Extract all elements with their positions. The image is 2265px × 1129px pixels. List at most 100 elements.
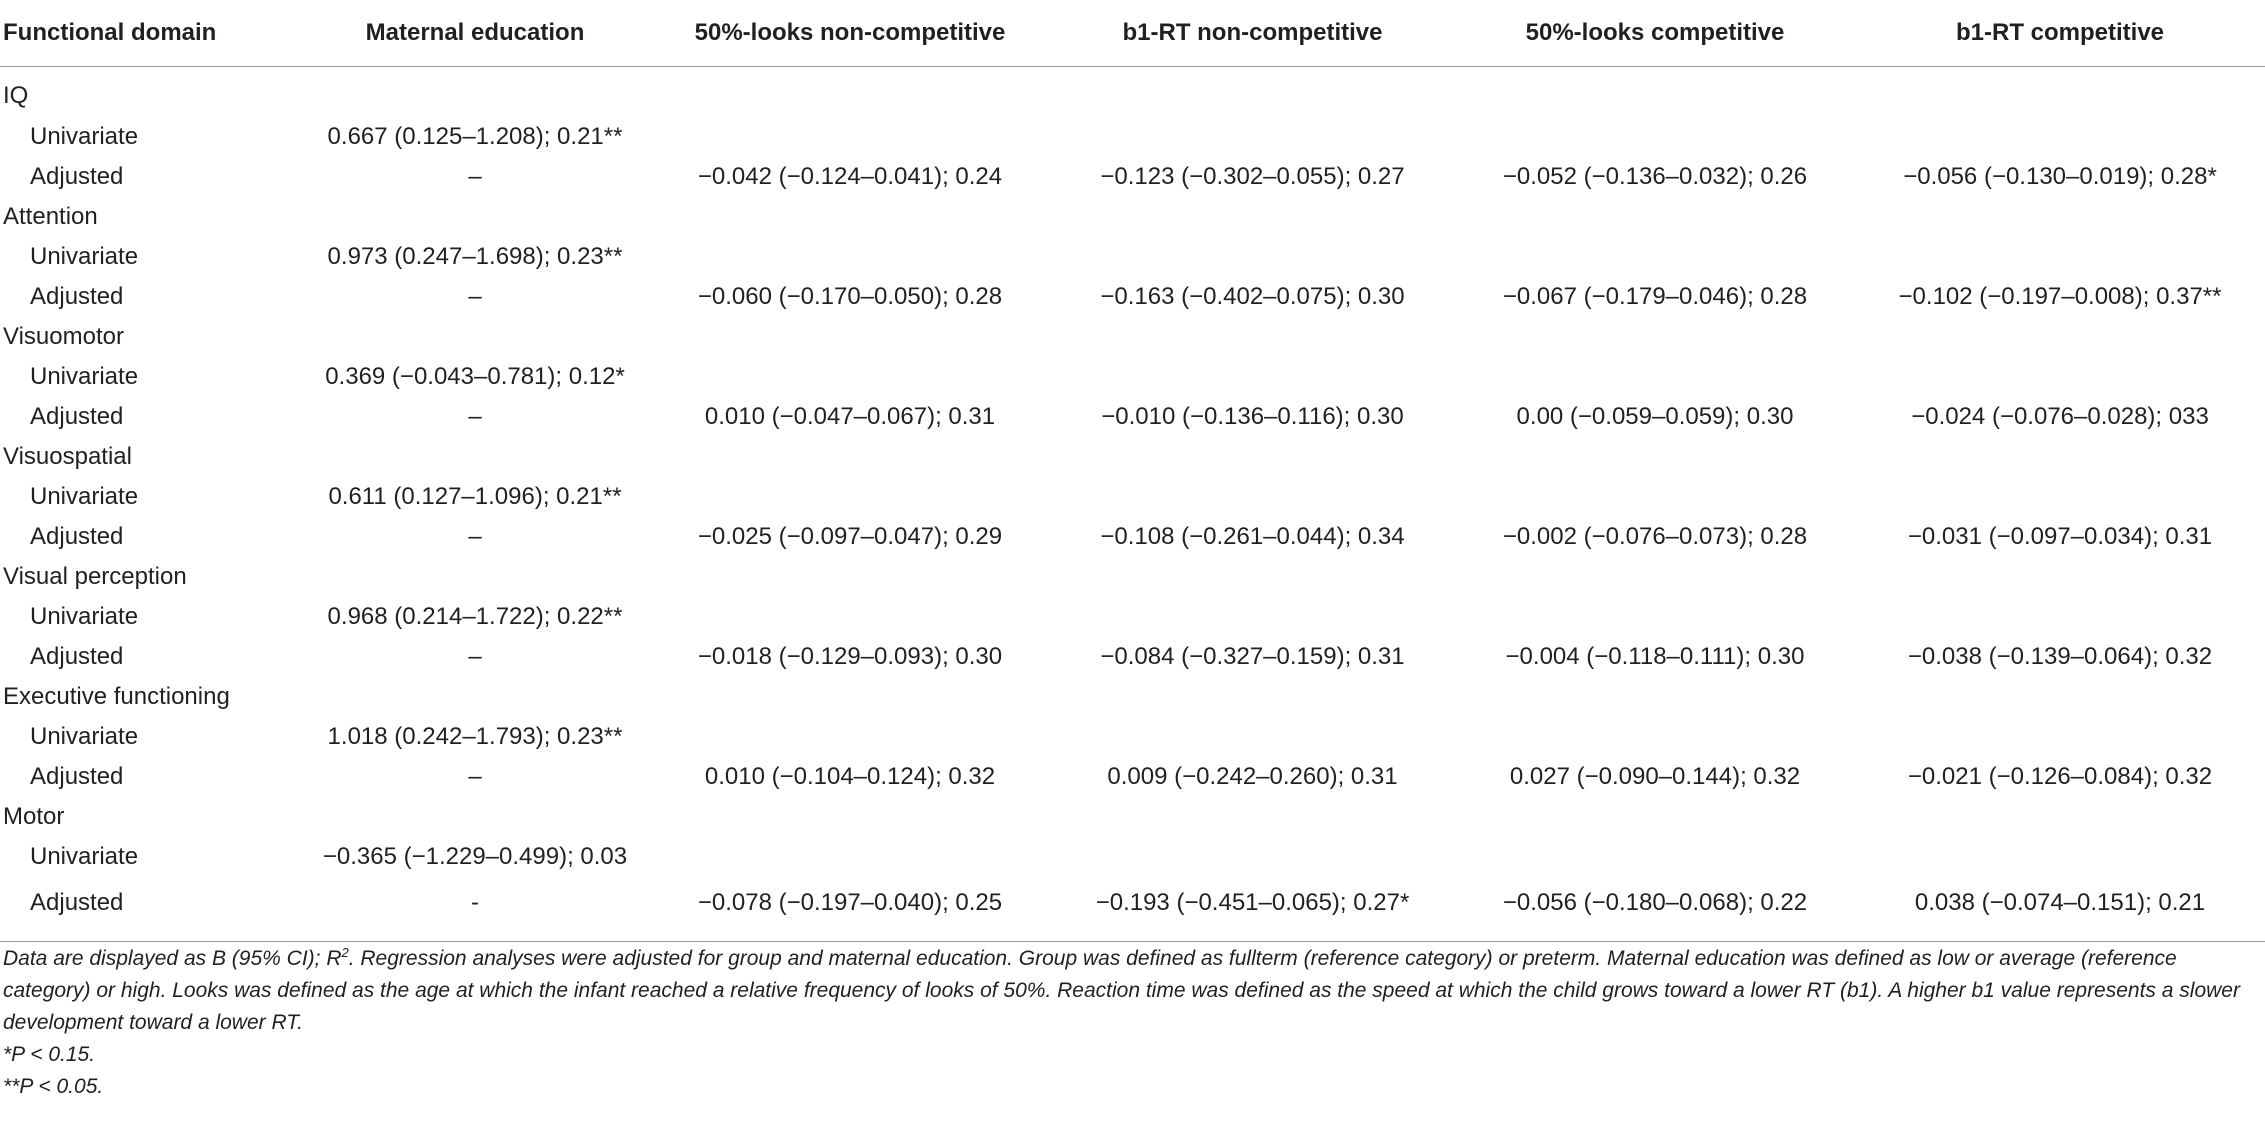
cell-maternal-education: 0.667 (0.125–1.208); 0.21**: [327, 123, 623, 150]
cell-functional-domain: Univariate: [30, 723, 139, 750]
cell-rt-non-competitive: [1050, 717, 1455, 757]
cell-rt-non-competitive: [1050, 557, 1455, 597]
cell-maternal-education: –: [468, 283, 482, 310]
cell-rt-competitive: [1855, 317, 2265, 357]
cell-maternal-education: –: [468, 403, 482, 430]
header-rt-non-competitive: b1-RT non-competitive: [1050, 0, 1455, 67]
cell-rt-non-competitive: −0.123 (−0.302–0.055); 0.27: [1100, 163, 1405, 190]
cell-looks-competitive: [1455, 237, 1855, 277]
cell-rt-non-competitive: −0.108 (−0.261–0.044); 0.34: [1100, 523, 1405, 550]
cell-rt-competitive: [1855, 357, 2265, 397]
table-row-domain: Visuomotor: [0, 317, 2265, 357]
cell-functional-domain: Adjusted: [30, 163, 124, 190]
table-row: Univariate 0.968 (0.214–1.722); 0.22**: [0, 597, 2265, 637]
cell-rt-competitive: [1855, 477, 2265, 517]
cell-functional-domain: Adjusted: [0, 877, 300, 942]
cell-rt-competitive: 0.038 (−0.074–0.151); 0.21: [1855, 877, 2265, 942]
cell-maternal-education: [300, 197, 650, 237]
cell-maternal-education: [300, 317, 650, 357]
table-header: Functional domain Maternal education 50%…: [0, 0, 2265, 67]
cell-looks-competitive: −0.002 (−0.076–0.073); 0.28: [1502, 523, 1808, 550]
cell-rt-competitive: −0.021 (−0.126–0.084); 0.32: [1907, 763, 2213, 790]
cell-looks-competitive: [1455, 797, 1855, 837]
cell-maternal-education: 1.018 (0.242–1.793); 0.23**: [327, 723, 623, 750]
cell-looks-non-competitive: [650, 677, 1050, 717]
cell-rt-non-competitive: −0.010 (−0.136–0.116); 0.30: [1101, 403, 1404, 430]
cell-looks-competitive: [1455, 557, 1855, 597]
cell-maternal-education: 0.611 (0.127–1.096); 0.21**: [328, 483, 622, 510]
cell-maternal-education: [300, 437, 650, 477]
table-row: Adjusted – −0.025 (−0.097–0.047); 0.29 −0.1…: [0, 517, 2265, 557]
cell-rt-competitive: [1855, 117, 2265, 157]
cell-functional-domain: Adjusted: [30, 403, 124, 430]
footnote-p015: *P < 0.15.: [3, 1043, 96, 1066]
cell-rt-competitive: [1855, 437, 2265, 477]
table-row-domain: Executive functioning: [0, 677, 2265, 717]
notes-superscript: 2: [341, 945, 349, 960]
table-row: Univariate 0.973 (0.247–1.698); 0.23**: [0, 237, 2265, 277]
cell-looks-non-competitive: [650, 597, 1050, 637]
cell-looks-non-competitive: [650, 437, 1050, 477]
cell-functional-domain: Univariate: [30, 483, 139, 510]
cell-looks-competitive: [1455, 837, 1855, 877]
cell-rt-non-competitive: [1050, 837, 1455, 877]
cell-functional-domain: Univariate: [30, 243, 139, 270]
cell-rt-non-competitive: [1050, 677, 1455, 717]
cell-rt-competitive: [1855, 597, 2265, 637]
cell-maternal-education: 0.968 (0.214–1.722); 0.22**: [327, 603, 623, 630]
cell-rt-non-competitive: [1050, 597, 1455, 637]
table-row-domain: Visuospatial: [0, 437, 2265, 477]
cell-looks-non-competitive: 0.010 (−0.047–0.067); 0.31: [704, 403, 996, 430]
cell-rt-non-competitive: −0.163 (−0.402–0.075); 0.30: [1100, 283, 1405, 310]
cell-rt-non-competitive: [1050, 477, 1455, 517]
cell-rt-non-competitive: 0.009 (−0.242–0.260); 0.31: [1107, 763, 1398, 790]
cell-looks-non-competitive: [650, 197, 1050, 237]
cell-functional-domain: Univariate: [30, 363, 139, 390]
cell-looks-competitive: [1455, 357, 1855, 397]
table-row: Adjusted - −0.078 (−0.197–0.040); 0.25 −0.1…: [0, 877, 2265, 942]
table-row: Univariate 0.369 (−0.043–0.781); 0.12*: [0, 357, 2265, 397]
cell-rt-competitive: −0.031 (−0.097–0.034); 0.31: [1907, 523, 2213, 550]
cell-looks-non-competitive: [650, 67, 1050, 118]
cell-looks-non-competitive: 0.010 (−0.104–0.124); 0.32: [704, 763, 996, 790]
cell-looks-non-competitive: −0.042 (−0.124–0.041); 0.24: [697, 163, 1003, 190]
table-row: Adjusted – −0.060 (−0.170–0.050); 0.28 −0.1…: [0, 277, 2265, 317]
cell-functional-domain: Adjusted: [30, 763, 124, 790]
cell-looks-non-competitive: [650, 717, 1050, 757]
cell-maternal-education: [300, 677, 650, 717]
cell-rt-non-competitive: [1050, 117, 1455, 157]
cell-looks-competitive: [1455, 597, 1855, 637]
cell-looks-non-competitive: [650, 557, 1050, 597]
cell-rt-competitive: [1855, 837, 2265, 877]
table-row-domain: Visual perception: [0, 557, 2265, 597]
cell-maternal-education: –: [468, 643, 482, 670]
cell-looks-non-competitive: [650, 117, 1050, 157]
cell-maternal-education: 0.369 (−0.043–0.781); 0.12*: [325, 363, 625, 390]
cell-functional-domain: Visuospatial: [3, 443, 132, 470]
table-row: Univariate 1.018 (0.242–1.793); 0.23**: [0, 717, 2265, 757]
cell-rt-competitive: −0.102 (−0.197–0.008); 0.37**: [1898, 283, 2222, 310]
cell-rt-competitive: [1855, 237, 2265, 277]
cell-rt-competitive: [1855, 67, 2265, 118]
cell-functional-domain: Motor: [3, 803, 65, 830]
cell-rt-non-competitive: [1050, 317, 1455, 357]
notes-text-rest: . Regression analyses were adjusted for …: [3, 947, 2240, 1034]
table-row: Adjusted – 0.010 (−0.047–0.067); 0.31 −0.01…: [0, 397, 2265, 437]
cell-rt-non-competitive: [1050, 237, 1455, 277]
cell-looks-competitive: [1455, 477, 1855, 517]
cell-rt-competitive: [1855, 717, 2265, 757]
cell-maternal-education: 0.973 (0.247–1.698); 0.23**: [327, 243, 623, 270]
cell-maternal-education: [300, 67, 650, 118]
regression-table: Functional domain Maternal education 50%…: [0, 0, 2265, 942]
table-row: Univariate 0.667 (0.125–1.208); 0.21**: [0, 117, 2265, 157]
cell-looks-competitive: −0.052 (−0.136–0.032); 0.26: [1502, 163, 1808, 190]
cell-looks-competitive: [1455, 317, 1855, 357]
cell-rt-competitive: −0.024 (−0.076–0.028); 033: [1911, 403, 2209, 430]
cell-rt-competitive: [1855, 797, 2265, 837]
cell-looks-non-competitive: −0.060 (−0.170–0.050); 0.28: [697, 283, 1003, 310]
header-looks-non-competitive: 50%-looks non-competitive: [650, 0, 1050, 67]
header-row: Functional domain Maternal education 50%…: [0, 0, 2265, 67]
cell-functional-domain: Visual perception: [3, 563, 187, 590]
header-looks-competitive: 50%-looks competitive: [1455, 0, 1855, 67]
